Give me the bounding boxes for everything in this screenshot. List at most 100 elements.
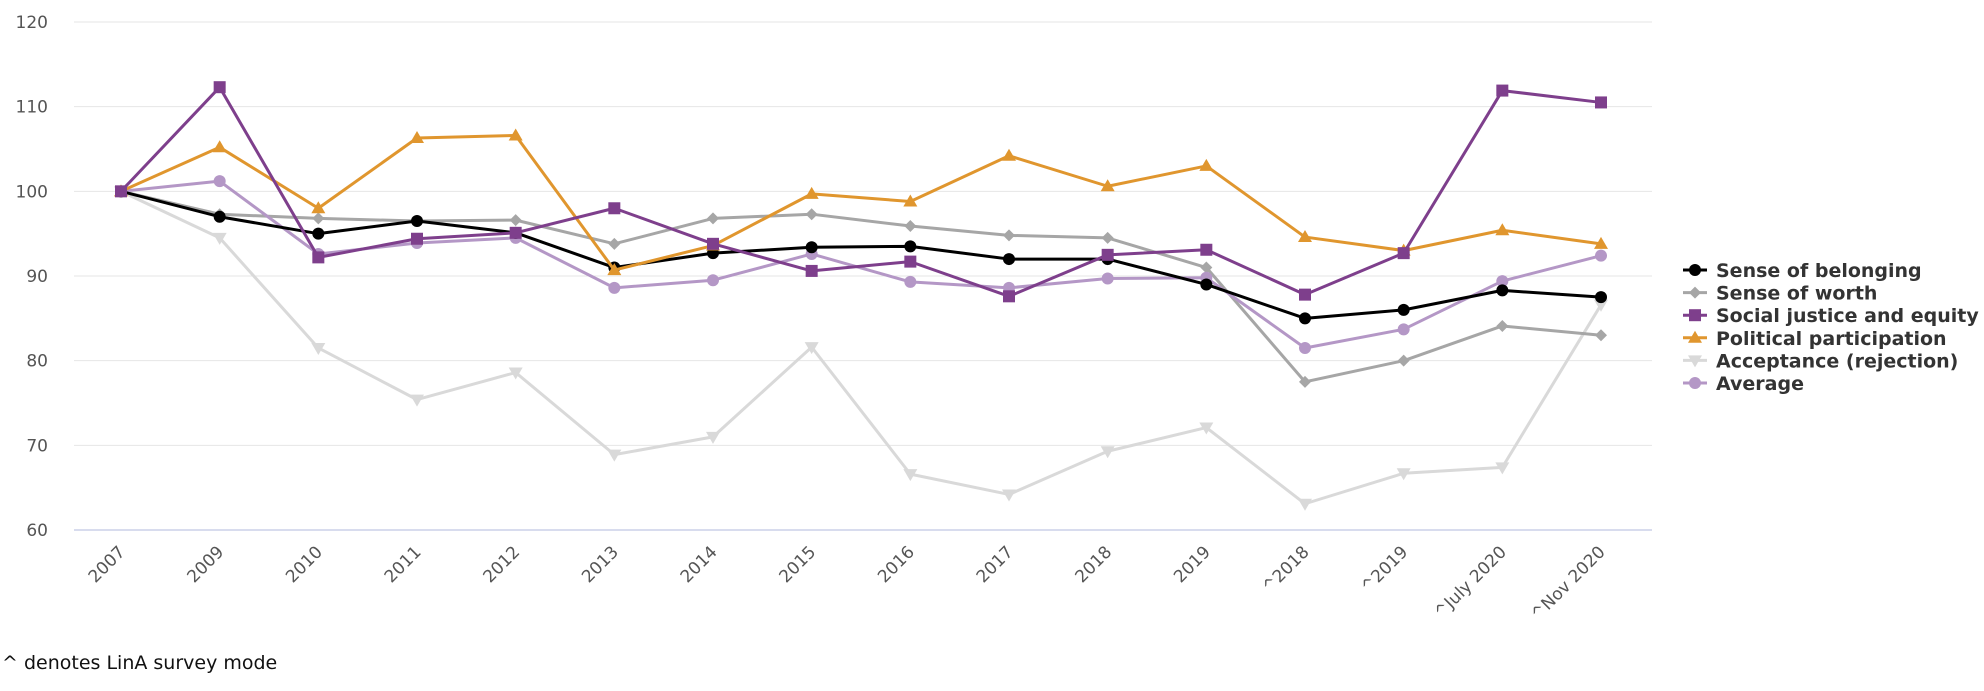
- data-point: [312, 251, 325, 264]
- data-point: [1003, 229, 1015, 242]
- data-point: [1200, 278, 1213, 291]
- legend-item[interactable]: Social justice and equity: [1683, 305, 1979, 327]
- x-tick-label: 2015: [775, 542, 820, 587]
- data-point: [1495, 462, 1510, 475]
- data-point: [608, 281, 621, 294]
- data-point: [1496, 84, 1509, 97]
- series-line: [120, 133, 1602, 272]
- data-point: [1101, 231, 1114, 244]
- data-point: [411, 232, 423, 245]
- y-tick-label: 60: [26, 521, 48, 541]
- data-point: [1595, 329, 1607, 342]
- legend-item[interactable]: Sense of belonging: [1683, 260, 1922, 282]
- data-point: [1199, 158, 1214, 171]
- legend-marker: [1689, 286, 1701, 299]
- data-point: [1298, 498, 1312, 511]
- data-point: [1200, 261, 1213, 274]
- x-tick-label: ^July 2020: [1431, 542, 1511, 622]
- data-point: [805, 264, 818, 277]
- data-point: [1397, 247, 1410, 260]
- data-point: [213, 175, 226, 188]
- data-point: [1396, 468, 1411, 481]
- series-average: [115, 175, 1607, 354]
- grid-lines: [74, 21, 1652, 531]
- legend-item[interactable]: Average: [1683, 373, 1804, 395]
- data-point: [1299, 288, 1311, 301]
- x-tick-label: 2013: [578, 542, 623, 587]
- series-line: [120, 189, 1602, 320]
- legend-item[interactable]: Sense of worth: [1683, 283, 1877, 305]
- y-axis-ticks: 60 70 80 90 100 110 120: [16, 13, 48, 541]
- data-point: [1594, 236, 1608, 249]
- data-point: [805, 208, 818, 221]
- data-point: [312, 212, 325, 225]
- legend-marker: [1689, 309, 1701, 322]
- data-point: [410, 394, 424, 407]
- data-point: [1595, 96, 1607, 109]
- series-lines: [114, 81, 1608, 511]
- data-point: [1496, 275, 1509, 288]
- x-tick-label: 2014: [677, 542, 722, 587]
- data-point: [1595, 291, 1607, 304]
- data-point: [508, 128, 523, 141]
- data-point: [1594, 299, 1608, 312]
- x-tick-label: 2010: [282, 542, 327, 587]
- data-point: [509, 226, 522, 239]
- data-point: [1199, 422, 1214, 435]
- data-point: [904, 275, 917, 288]
- legend-label: Acceptance (rejection): [1716, 350, 1958, 372]
- data-point: [1003, 253, 1015, 266]
- series-line: [119, 85, 1602, 298]
- legend-label: Sense of belonging: [1716, 260, 1922, 282]
- data-point: [706, 431, 720, 444]
- series-line: [120, 189, 1603, 506]
- data-point: [805, 241, 818, 254]
- data-point: [115, 185, 127, 198]
- data-point: [1299, 341, 1311, 354]
- data-point: [904, 255, 917, 268]
- x-tick-label: ^Nov 2020: [1527, 542, 1609, 624]
- legend-item[interactable]: Political participation: [1683, 328, 1947, 350]
- data-point: [707, 274, 719, 287]
- data-point: [1100, 446, 1115, 459]
- data-point: [410, 130, 424, 143]
- legend-marker: [1689, 264, 1701, 276]
- data-point: [312, 227, 325, 240]
- data-point: [1595, 249, 1607, 262]
- data-point: [903, 194, 918, 207]
- x-tick-label: 2011: [381, 542, 426, 587]
- legend-label: Political participation: [1716, 328, 1947, 350]
- legend-marker: [1689, 377, 1701, 389]
- y-tick-label: 90: [26, 267, 48, 287]
- data-point: [1002, 489, 1016, 502]
- data-point: [212, 232, 227, 245]
- data-point: [607, 263, 622, 276]
- data-point: [707, 237, 719, 250]
- data-point: [608, 202, 621, 215]
- x-tick-label: ^2019: [1357, 542, 1412, 597]
- series-line: [120, 189, 1602, 384]
- data-point: [607, 449, 622, 462]
- data-point: [1101, 248, 1114, 261]
- data-point: [1397, 354, 1410, 367]
- legend-item[interactable]: Acceptance (rejection): [1683, 350, 1958, 372]
- y-tick-label: 110: [16, 98, 48, 118]
- data-point: [1003, 290, 1015, 303]
- data-point: [904, 220, 917, 233]
- data-point: [311, 201, 326, 214]
- data-point: [213, 81, 226, 94]
- data-point: [1299, 375, 1311, 388]
- data-point: [1299, 312, 1311, 325]
- x-tick-label: 2017: [973, 542, 1018, 587]
- x-axis-ticks: 2007 2009 2010 2011 2012 2013 2014 2015 2016 2017…: [85, 542, 1610, 624]
- y-tick-label: 80: [26, 352, 48, 372]
- legend-marker: [1688, 330, 1702, 343]
- data-point: [1495, 223, 1510, 236]
- y-tick-label: 100: [16, 182, 48, 202]
- data-point: [411, 214, 423, 227]
- data-point: [212, 140, 227, 153]
- series-social-justice-and-equity: [115, 81, 1607, 303]
- data-point: [1496, 319, 1509, 332]
- x-tick-label: 2009: [183, 542, 228, 587]
